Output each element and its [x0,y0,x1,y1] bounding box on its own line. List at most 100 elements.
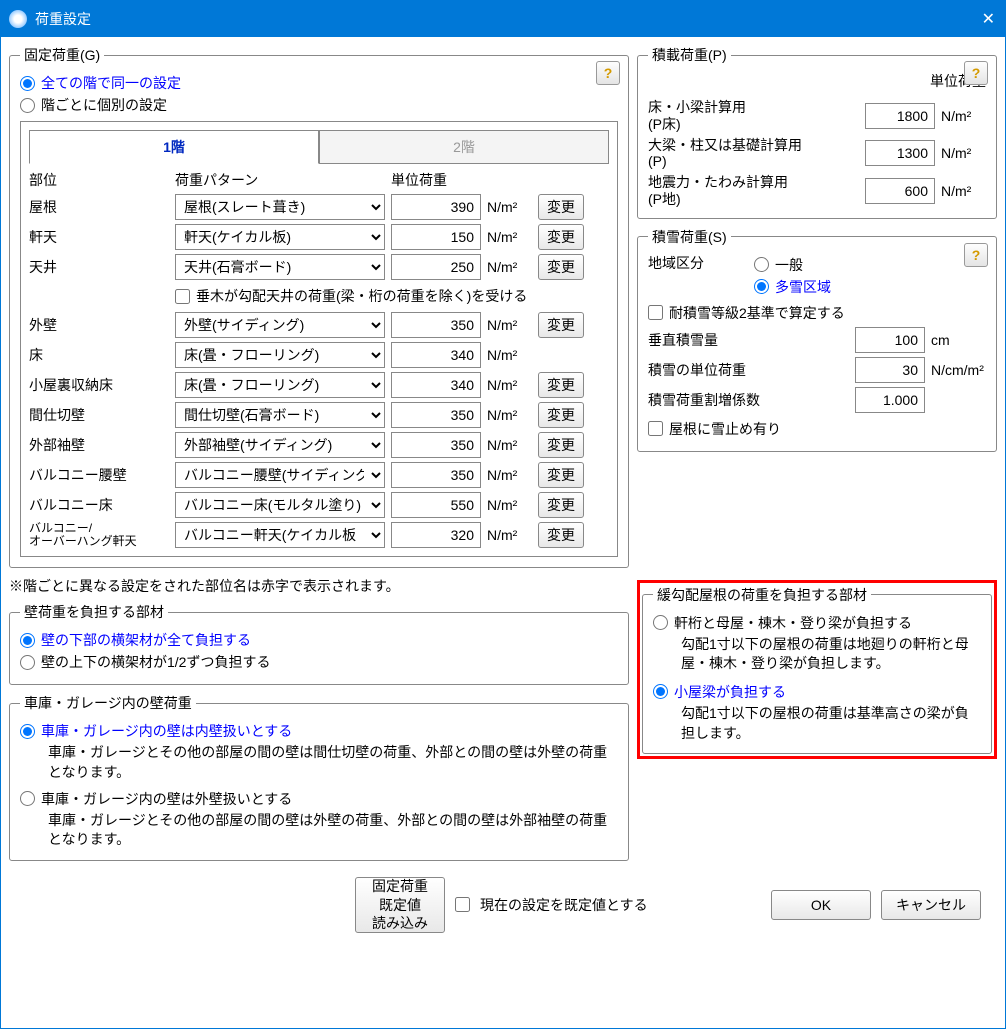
label-garage-inner: 車庫・ガレージ内の壁は内壁扱いとする [41,721,292,741]
select-pattern[interactable]: 間仕切壁(石膏ボード) [175,402,385,428]
chk-save-defaults[interactable] [455,897,470,912]
input-load-value[interactable] [391,432,481,458]
label-garage-outer: 車庫・ガレージ内の壁は外壁扱いとする [41,789,292,809]
hdr-pattern: 荷重パターン [175,170,385,190]
radio-roof-beam[interactable] [653,684,668,699]
chk-snow-grade2[interactable] [648,305,663,320]
select-pattern[interactable]: 天井(石膏ボード) [175,254,385,280]
desc-roof-purlin: 勾配1寸以下の屋根の荷重は地廻りの軒桁と母屋・棟木・登り梁が負担します。 [681,635,981,674]
change-button[interactable]: 変更 [538,462,584,488]
radio-garage-inner[interactable] [20,724,35,739]
desc-roof-beam: 勾配1寸以下の屋根の荷重は基準高さの梁が負担します。 [681,704,981,743]
input-load-value[interactable] [391,492,481,518]
label-region-heavy: 多雪区域 [775,277,831,297]
radio-wall-lower[interactable] [20,633,35,648]
desc-garage-inner: 車庫・ガレージとその他の部屋の間の壁は間仕切壁の荷重、外部との間の壁は外壁の荷重… [48,743,618,782]
change-button[interactable]: 変更 [538,372,584,398]
label-wall-half: 壁の上下の横架材が1/2ずつ負担する [41,652,270,672]
change-button[interactable]: 変更 [538,522,584,548]
input-load-value[interactable] [391,254,481,280]
select-pattern[interactable]: 屋根(スレート葺き) [175,194,385,220]
input-snow-unit[interactable] [855,357,925,383]
row-part: バルコニー腰壁 [29,465,169,485]
load-defaults-button[interactable]: 固定荷重 既定値 読み込み [355,877,445,933]
unit-label: N/m² [487,467,532,483]
label-p-seismic: 地震力・たわみ計算用 (P地) [648,174,859,208]
input-snow-depth[interactable] [855,327,925,353]
unit-label: N/m² [487,347,532,363]
change-button[interactable]: 変更 [538,432,584,458]
radio-per-floor[interactable] [20,98,35,113]
unit-label: N/m² [487,317,532,333]
radio-roof-purlin[interactable] [653,615,668,630]
titlebar: 荷重設定 ✕ [1,1,1005,37]
input-p-beam[interactable] [865,140,935,166]
group-fixed-load: 固定荷重(G) ? 全ての階で同一の設定 階ごとに個別の設定 1階 2階 [9,45,629,568]
radio-region-heavy[interactable] [754,279,769,294]
dialog-window: 荷重設定 ✕ 固定荷重(G) ? 全ての階で同一の設定 階ごとに個別の設定 [0,0,1006,1029]
close-icon[interactable]: ✕ [982,9,995,29]
change-button[interactable]: 変更 [538,224,584,250]
legend-garage: 車庫・ガレージ内の壁荷重 [20,693,196,713]
row-part: 屋根 [29,197,169,217]
label-wall-lower: 壁の下部の横架材が全て負担する [41,630,251,650]
legend-s: 積雪荷重(S) [648,227,731,247]
change-button[interactable]: 変更 [538,194,584,220]
unit-p1: N/m² [941,108,986,124]
change-button[interactable]: 変更 [538,492,584,518]
content-area: 固定荷重(G) ? 全ての階で同一の設定 階ごとに個別の設定 1階 2階 [1,37,1005,1028]
change-button[interactable]: 変更 [538,254,584,280]
row-part: 小屋裏収納床 [29,375,169,395]
radio-region-general[interactable] [754,257,769,272]
select-pattern[interactable]: バルコニー床(モルタル塗り) [175,492,385,518]
hdr-unit: 単位荷重 [391,170,598,190]
group-garage: 車庫・ガレージ内の壁荷重 車庫・ガレージ内の壁は内壁扱いとする 車庫・ガレージと… [9,693,629,860]
input-load-value[interactable] [391,312,481,338]
label-roof-purlin: 軒桁と母屋・棟木・登り梁が負担する [674,613,912,633]
ok-button[interactable]: OK [771,890,871,920]
input-p-floor[interactable] [865,103,935,129]
row-part: 間仕切壁 [29,405,169,425]
select-pattern[interactable]: 外部袖壁(サイディング) [175,432,385,458]
row-part: 天井 [29,257,169,277]
input-load-value[interactable] [391,194,481,220]
select-pattern[interactable]: 外壁(サイディング) [175,312,385,338]
help-button-g[interactable]: ? [596,61,620,85]
input-load-value[interactable] [391,372,481,398]
change-button[interactable]: 変更 [538,402,584,428]
select-pattern[interactable]: バルコニー軒天(ケイカル板 [175,522,385,548]
unit-label: N/m² [487,497,532,513]
unit-label: N/m² [487,527,532,543]
tab-1f[interactable]: 1階 [29,130,319,164]
radio-wall-half[interactable] [20,655,35,670]
group-snow-load: 積雪荷重(S) ? 地域区分 一般 多雪区域 [637,227,997,452]
select-pattern[interactable]: バルコニー腰壁(サイディング [175,462,385,488]
select-pattern[interactable]: 床(畳・フローリング) [175,342,385,368]
input-load-value[interactable] [391,522,481,548]
help-button-p[interactable]: ? [964,61,988,85]
input-load-value[interactable] [391,402,481,428]
row-part: バルコニー床 [29,495,169,515]
input-load-value[interactable] [391,224,481,250]
input-load-value[interactable] [391,462,481,488]
label-region: 地域区分 [648,253,704,273]
help-button-s[interactable]: ? [964,243,988,267]
input-snow-factor[interactable] [855,387,925,413]
unit-label: N/m² [487,377,532,393]
select-pattern[interactable]: 床(畳・フローリング) [175,372,385,398]
tab-2f[interactable]: 2階 [319,130,609,164]
select-pattern[interactable]: 軒天(ケイカル板) [175,224,385,250]
label-region-general: 一般 [775,255,803,275]
input-load-value[interactable] [391,342,481,368]
input-p-seismic[interactable] [865,178,935,204]
radio-garage-outer[interactable] [20,791,35,806]
unit-p3: N/m² [941,183,986,199]
cancel-button[interactable]: キャンセル [881,890,981,920]
radio-all-floors[interactable] [20,76,35,91]
change-button[interactable]: 変更 [538,312,584,338]
floor-tabs: 1階 2階 部位 荷重パターン 単位荷重 屋根屋根(スレート葺き)N/m²変更軒… [20,121,618,557]
chk-snow-guard[interactable] [648,421,663,436]
unit-label: N/m² [487,259,532,275]
desc-garage-outer: 車庫・ガレージとその他の部屋の間の壁は外壁の荷重、外部との間の壁は外部袖壁の荷重… [48,811,618,850]
chk-rafter[interactable] [175,289,190,304]
